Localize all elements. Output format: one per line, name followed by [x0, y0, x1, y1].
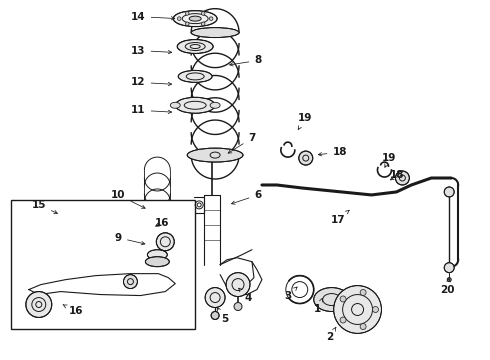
Circle shape [201, 22, 205, 26]
Circle shape [156, 233, 174, 251]
Circle shape [205, 288, 225, 307]
Text: 7: 7 [228, 133, 256, 153]
Text: 3: 3 [284, 287, 297, 301]
Text: 13: 13 [131, 45, 172, 55]
Text: 10: 10 [111, 190, 145, 208]
Text: 19: 19 [382, 153, 396, 167]
Text: 18: 18 [390, 170, 405, 180]
Text: 18: 18 [318, 147, 347, 157]
Circle shape [372, 306, 378, 312]
Circle shape [185, 12, 189, 15]
Text: 15: 15 [31, 200, 57, 213]
Text: 16: 16 [63, 305, 83, 316]
Circle shape [340, 296, 346, 302]
Text: 1: 1 [314, 298, 322, 315]
Circle shape [360, 289, 366, 296]
Text: 4: 4 [239, 288, 252, 302]
Circle shape [201, 12, 205, 15]
Circle shape [209, 17, 213, 21]
Circle shape [26, 292, 52, 318]
Circle shape [226, 273, 250, 297]
Text: 8: 8 [230, 55, 262, 66]
Text: 14: 14 [131, 12, 174, 22]
Text: 17: 17 [330, 210, 349, 225]
Ellipse shape [146, 257, 169, 267]
Circle shape [211, 311, 219, 319]
Text: 6: 6 [231, 190, 262, 204]
Text: 12: 12 [131, 77, 172, 87]
Circle shape [395, 171, 409, 185]
Text: 2: 2 [326, 327, 336, 342]
Text: 20: 20 [440, 278, 454, 294]
Circle shape [444, 187, 454, 197]
Circle shape [444, 263, 454, 273]
Circle shape [123, 275, 137, 289]
Ellipse shape [314, 288, 349, 311]
Circle shape [447, 278, 451, 282]
Circle shape [177, 17, 181, 21]
Ellipse shape [178, 71, 212, 82]
Circle shape [360, 324, 366, 329]
Text: 11: 11 [131, 105, 172, 115]
Ellipse shape [173, 11, 217, 27]
Text: 5: 5 [217, 307, 229, 324]
Text: 9: 9 [115, 233, 145, 245]
Text: 16: 16 [155, 218, 170, 228]
Ellipse shape [191, 28, 239, 37]
Ellipse shape [171, 102, 180, 108]
Circle shape [340, 317, 346, 323]
Circle shape [234, 302, 242, 310]
Ellipse shape [177, 40, 213, 54]
Ellipse shape [189, 16, 201, 21]
Circle shape [334, 285, 382, 333]
Circle shape [299, 151, 313, 165]
Text: 19: 19 [297, 113, 312, 130]
Ellipse shape [210, 102, 220, 108]
Ellipse shape [175, 97, 215, 113]
Circle shape [185, 22, 189, 26]
Ellipse shape [187, 148, 243, 162]
Ellipse shape [147, 250, 167, 260]
Bar [11, 200, 195, 329]
